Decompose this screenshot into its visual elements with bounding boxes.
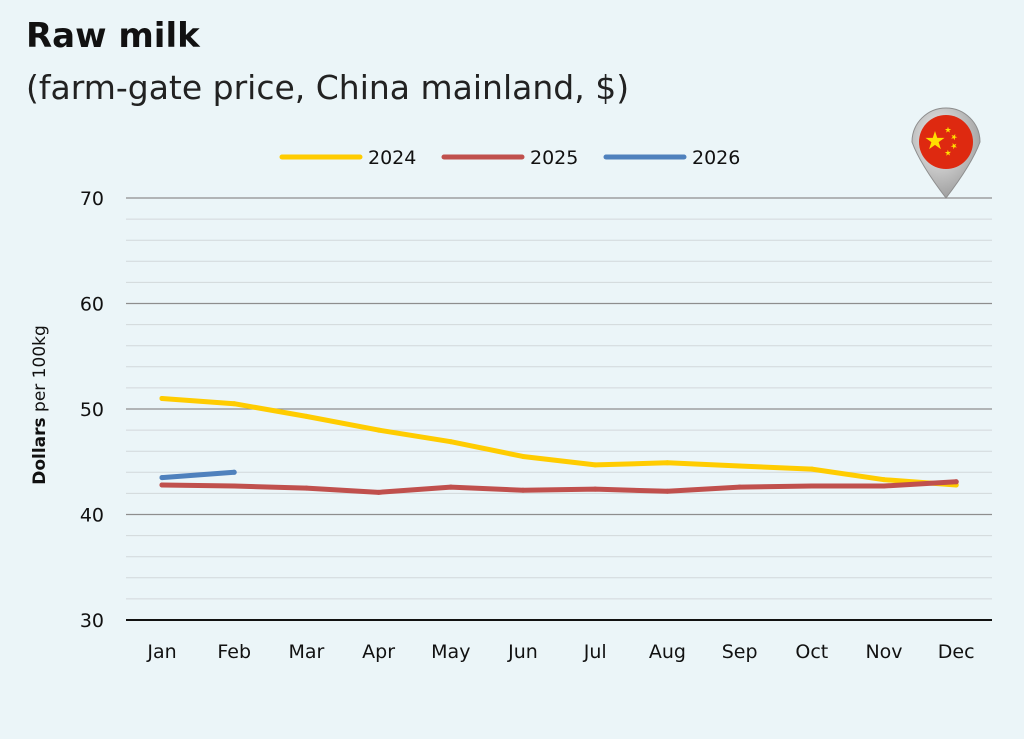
x-tick-label: Oct	[795, 641, 828, 663]
data-point-2025	[809, 483, 815, 489]
data-point-2024	[737, 463, 743, 469]
data-point-2025	[448, 484, 454, 490]
data-point-2026	[159, 475, 165, 481]
data-point-2024	[520, 453, 526, 459]
series-lines	[159, 395, 959, 495]
x-tick-label: May	[431, 641, 470, 663]
x-tick-label: Jul	[583, 641, 607, 663]
data-point-2025	[664, 488, 670, 494]
data-point-2025	[881, 483, 887, 489]
flag-small-star	[950, 143, 957, 150]
flag-big-star	[925, 131, 945, 150]
y-axis-ticks: 30 40 50 60 70	[80, 188, 104, 632]
data-point-2024	[376, 427, 382, 433]
data-point-2024	[592, 462, 598, 468]
flag-small-star	[951, 133, 958, 141]
china-flag-pin-icon	[911, 107, 981, 199]
data-point-2024	[231, 401, 237, 407]
flag-small-star	[944, 149, 952, 156]
data-point-2025	[737, 484, 743, 490]
x-tick-label: Mar	[288, 641, 324, 663]
data-point-2024	[303, 413, 309, 419]
chart-subtitle: (farm-gate price, China mainland, $)	[26, 68, 630, 107]
x-tick-label: Jan	[146, 641, 176, 663]
chart-title: Raw milk	[26, 16, 200, 56]
x-tick-label: Sep	[722, 641, 758, 663]
data-point-2024	[448, 439, 454, 445]
grid-lines	[126, 197, 992, 621]
series-line-2026	[159, 469, 237, 481]
data-point-2025	[159, 482, 165, 488]
data-point-2025	[303, 485, 309, 491]
series-line-2025	[159, 479, 959, 495]
x-axis-ticks: Jan Feb Mar Apr May Jun Jul Aug Sep Oct Nov Dec	[146, 641, 974, 663]
flag-small-stars	[944, 126, 958, 156]
x-tick-label: Jun	[507, 641, 538, 663]
y-tick-label: 50	[80, 399, 104, 421]
data-point-2024	[664, 460, 670, 466]
x-tick-label: Dec	[938, 641, 975, 663]
y-axis-label-rest: per 100kg	[30, 325, 50, 417]
legend-label-2024: 2024	[368, 147, 416, 169]
data-point-2025	[592, 486, 598, 492]
data-point-2025	[953, 479, 959, 485]
data-point-2024	[159, 395, 165, 401]
y-axis-label: Dollars per 100kg	[30, 325, 50, 485]
legend-label-2025: 2025	[530, 147, 578, 169]
data-point-2025	[520, 487, 526, 493]
x-tick-label: Apr	[362, 641, 395, 663]
x-tick-label: Aug	[649, 641, 686, 663]
legend-label-2026: 2026	[692, 147, 740, 169]
data-point-2024	[809, 466, 815, 472]
data-point-2025	[231, 483, 237, 489]
legend: 2024 2025 2026	[279, 147, 740, 169]
x-tick-label: Feb	[217, 641, 251, 663]
y-tick-label: 60	[80, 294, 104, 316]
y-tick-label: 30	[80, 610, 104, 632]
y-tick-label: 40	[80, 505, 104, 527]
y-axis-label-bold: Dollars	[30, 417, 50, 484]
series-line-2024	[159, 395, 959, 488]
data-point-2024	[881, 477, 887, 483]
data-point-2026	[231, 469, 237, 475]
flag-small-star	[944, 126, 952, 133]
x-tick-label: Nov	[865, 641, 902, 663]
data-point-2025	[376, 489, 382, 495]
y-tick-label: 70	[80, 188, 104, 210]
